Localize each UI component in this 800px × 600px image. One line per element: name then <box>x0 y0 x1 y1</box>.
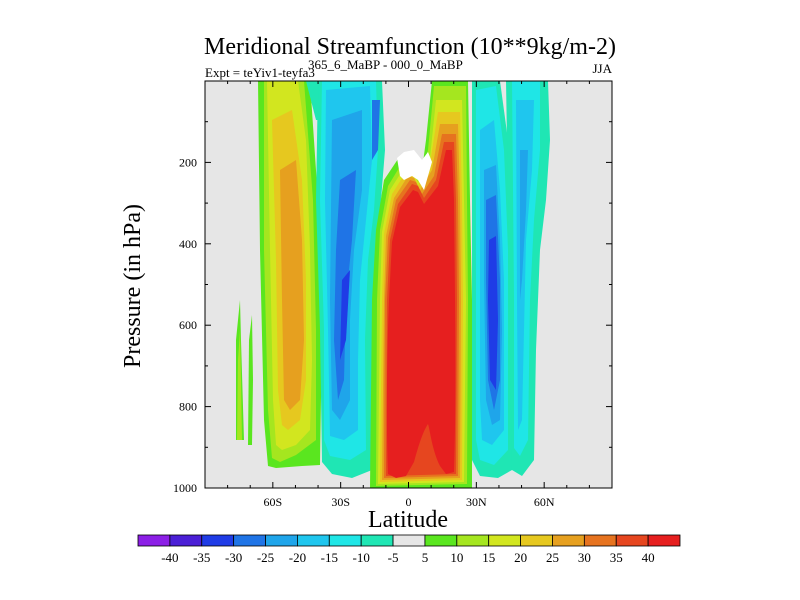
colorbar-label: -25 <box>257 550 274 565</box>
colorbar-label: 5 <box>422 550 429 565</box>
y-tick-label: 1000 <box>173 481 197 495</box>
strip-south-thin <box>248 315 253 445</box>
colorbar-swatch <box>201 534 235 547</box>
colorbar-label: -35 <box>193 550 210 565</box>
y-tick-label: 800 <box>179 400 197 414</box>
colorbar-label: -40 <box>161 550 178 565</box>
contour-field <box>236 81 550 488</box>
chart-title: Meridional Streamfunction (10**9kg/m-2) <box>204 34 616 60</box>
south-ferrel-30b <box>372 100 380 160</box>
colorbar-label: -10 <box>353 550 370 565</box>
colorbar-label: 20 <box>514 550 527 565</box>
x-tick-label: 60N <box>534 495 555 509</box>
x-tick-label: 30N <box>466 495 487 509</box>
south-polar-edge <box>306 81 320 120</box>
colorbar-label: 10 <box>450 550 463 565</box>
colorbar-swatch <box>328 534 362 547</box>
colorbar-swatch <box>233 534 266 547</box>
y-tick-label: 200 <box>179 155 197 169</box>
y-tick-label: 400 <box>179 237 197 251</box>
y-axis: 200 400 600 800 1000 <box>173 121 612 495</box>
season-label: JJA <box>592 61 612 76</box>
colorbar-swatch <box>169 534 203 547</box>
colorbar-label: 30 <box>578 550 591 565</box>
colorbar-swatch <box>265 534 298 547</box>
colorbar-label: -15 <box>321 550 338 565</box>
x-tick-label: 0 <box>406 495 412 509</box>
north-ferrel-30 <box>488 236 498 390</box>
tropics-40 <box>386 150 456 478</box>
colorbar-swatch <box>137 534 171 547</box>
colorbar-label: -5 <box>388 550 399 565</box>
x-tick-label: 30S <box>331 495 350 509</box>
north-outer-20 <box>520 150 528 300</box>
colorbar-label: -20 <box>289 550 306 565</box>
south-polar-band-30 <box>280 160 304 410</box>
colorbar-label: 35 <box>610 550 623 565</box>
colorbar-label: 40 <box>642 550 655 565</box>
colorbar-label: 25 <box>546 550 559 565</box>
colorbar-swatch <box>297 534 330 547</box>
colorbar-swatch <box>392 534 426 547</box>
colorbar: -40 -35 -30 -25 -20 -15 -10 -5 5 10 15 20 25 30 35 40 <box>137 534 681 565</box>
colorbar-swatch <box>456 534 490 547</box>
south-ferrel-30 <box>340 270 350 360</box>
strip-far-south-2 <box>237 330 242 440</box>
colorbar-swatch <box>647 534 681 547</box>
colorbar-swatch <box>488 534 521 547</box>
colorbar-swatch <box>552 534 585 547</box>
colorbar-swatch <box>424 534 458 547</box>
experiment-label: Expt = teYiv1-teyfa3 <box>205 65 315 80</box>
colorbar-swatch <box>615 534 649 547</box>
x-axis: 60S 30S 0 30N 60N <box>227 81 590 509</box>
colorbar-swatch <box>583 534 617 547</box>
colorbar-swatch <box>520 534 553 547</box>
x-axis-label: Latitude <box>368 507 448 533</box>
y-axis-label: Pressure (in hPa) <box>120 204 146 368</box>
x-tick-label: 60S <box>263 495 282 509</box>
colorbar-label: 15 <box>482 550 495 565</box>
colorbar-label: -30 <box>225 550 242 565</box>
colorbar-swatch <box>360 534 394 547</box>
period-label: 365_6_MaBP - 000_0_MaBP <box>308 57 463 72</box>
y-tick-label: 600 <box>179 318 197 332</box>
lobe-divider <box>397 150 432 190</box>
